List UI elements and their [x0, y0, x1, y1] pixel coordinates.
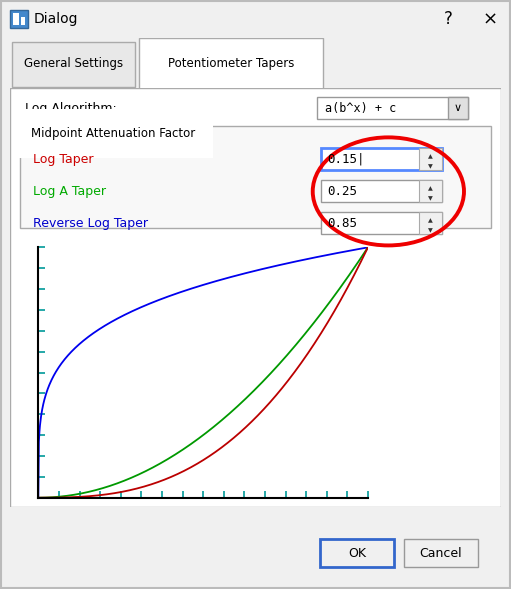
- Bar: [320, 540, 394, 567]
- Bar: [404, 540, 478, 567]
- Text: Log Algorithm:: Log Algorithm:: [25, 102, 117, 115]
- Bar: [419, 213, 442, 234]
- Text: 0.85: 0.85: [327, 217, 357, 230]
- Bar: [12, 42, 135, 87]
- Text: ▼: ▼: [428, 196, 433, 201]
- Bar: [139, 38, 323, 91]
- Text: Log A Taper: Log A Taper: [33, 185, 106, 198]
- Bar: [317, 97, 468, 120]
- Bar: [419, 148, 442, 170]
- Text: 0.25: 0.25: [327, 185, 357, 198]
- Text: Cancel: Cancel: [420, 547, 462, 560]
- Text: Log Taper: Log Taper: [33, 153, 93, 166]
- Bar: [321, 213, 442, 234]
- Text: Midpoint Attenuation Factor: Midpoint Attenuation Factor: [31, 127, 195, 140]
- Text: ▲: ▲: [428, 186, 433, 191]
- Bar: [21, 17, 25, 25]
- Bar: [448, 97, 468, 120]
- Text: ×: ×: [482, 10, 498, 28]
- Bar: [321, 180, 442, 203]
- Text: OK: OK: [348, 547, 366, 560]
- Text: ▼: ▼: [428, 228, 433, 233]
- Bar: [13, 13, 19, 25]
- Text: ∨: ∨: [454, 103, 462, 113]
- Text: ▲: ▲: [428, 218, 433, 223]
- Text: ?: ?: [444, 10, 452, 28]
- Bar: [419, 180, 442, 203]
- Text: 0.15|: 0.15|: [327, 153, 364, 166]
- Text: a(b^x) + c: a(b^x) + c: [325, 102, 396, 115]
- Text: Reverse Log Taper: Reverse Log Taper: [33, 217, 148, 230]
- Text: ▼: ▼: [428, 164, 433, 169]
- Text: ▲: ▲: [428, 154, 433, 159]
- Bar: [321, 148, 442, 170]
- Bar: [10, 10, 28, 28]
- Bar: [20, 127, 491, 229]
- Text: Potentiometer Tapers: Potentiometer Tapers: [168, 57, 294, 70]
- Text: Dialog: Dialog: [34, 12, 79, 26]
- Text: General Settings: General Settings: [24, 57, 123, 70]
